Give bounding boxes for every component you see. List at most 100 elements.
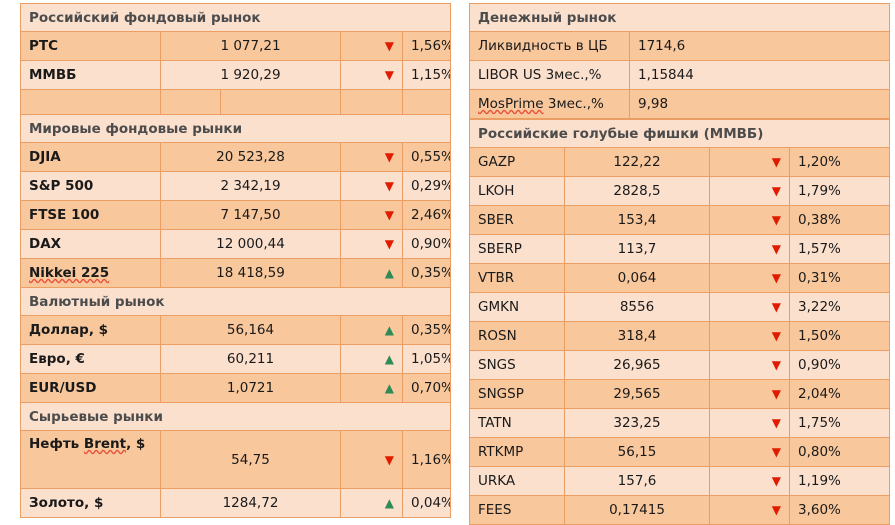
table-row[interactable]: FTSE 100 7 147,50 ▼ 2,46%: [20, 200, 452, 230]
row-label: Нефть Brent, $: [20, 430, 161, 489]
arrow-down-icon: ▼: [771, 184, 781, 198]
arrow-down-icon: ▼: [771, 358, 781, 372]
row-label: Доллар, $: [20, 315, 161, 345]
row-percent: 0,90%: [788, 350, 891, 380]
row-value: 7 147,50: [160, 200, 341, 230]
row-direction: ▼: [709, 408, 790, 438]
row-value: 29,565: [564, 379, 710, 409]
table-row[interactable]: Nikkei 225 18 418,59 ▲ 0,35%: [20, 258, 452, 288]
row-label: Золото, $: [20, 488, 161, 518]
table-row[interactable]: GMKN 8556 ▼ 3,22%: [469, 292, 891, 322]
table-row[interactable]: TATN 323,25 ▼ 1,75%: [469, 408, 891, 438]
arrow-down-icon: ▼: [771, 242, 781, 256]
section-title: Денежный рынок: [469, 3, 890, 32]
row-label: EUR/USD: [20, 373, 161, 403]
table-row[interactable]: URKA 157,6 ▼ 1,19%: [469, 466, 891, 496]
row-direction: ▼: [709, 263, 790, 293]
row-value: 0,17415: [564, 495, 710, 525]
row-label: URKA: [469, 466, 565, 496]
row-percent: 1,56%: [401, 31, 452, 61]
arrow-down-icon: ▼: [771, 387, 781, 401]
arrow-down-icon: ▼: [384, 68, 394, 82]
row-label: S&P 500: [20, 171, 161, 201]
row-label: LIBOR US 3мес.,%: [469, 60, 630, 90]
section-header-row: Валютный рынок: [19, 287, 452, 316]
row-direction: ▼: [709, 176, 790, 206]
table-row[interactable]: Ликвидность в ЦБ 1714,6: [469, 31, 890, 61]
row-percent: 1,19%: [788, 466, 891, 496]
row-value: 8556: [564, 292, 710, 322]
arrow-down-icon: ▼: [384, 39, 394, 53]
row-percent: 0,70%: [401, 373, 452, 403]
arrow-down-icon: ▼: [771, 329, 781, 343]
table-row[interactable]: LKOH 2828,5 ▼ 1,79%: [469, 176, 891, 206]
table-row[interactable]: SBERP 113,7 ▼ 1,57%: [469, 234, 891, 264]
row-percent: 1,75%: [788, 408, 891, 438]
row-percent: 3,22%: [788, 292, 891, 322]
row-direction: ▼: [340, 200, 403, 230]
row-direction: ▼: [709, 495, 790, 525]
table-row[interactable]: SNGS 26,965 ▼ 0,90%: [469, 350, 891, 380]
table-row[interactable]: Евро, €60,211 ▲ 1,05%: [20, 344, 452, 374]
misspelled-text: Nikkei 225: [29, 265, 110, 281]
table-row[interactable]: ММВБ 1 920,29 ▼ 1,15%: [20, 60, 452, 90]
right-panel: Денежный рынок Ликвидность в ЦБ 1714,6 LIBO…: [468, 3, 891, 525]
section-header-row: Мировые фондовые рынки: [19, 114, 452, 143]
arrow-up-icon: ▲: [384, 266, 394, 280]
row-value: 9,98: [629, 89, 890, 119]
table-row[interactable]: GAZP 122,22 ▼ 1,20%: [469, 147, 891, 177]
row-direction: ▼: [340, 60, 403, 90]
row-value: 157,6: [564, 466, 710, 496]
row-value: 1,0721: [160, 373, 341, 403]
section-header-row: Сырьевые рынки: [19, 402, 452, 431]
row-value: 1714,6: [629, 31, 890, 61]
arrow-down-icon: ▼: [384, 179, 394, 193]
row-percent: 0,55%: [401, 142, 452, 172]
row-value: 1284,72: [160, 488, 341, 518]
table-row[interactable]: SNGSP 29,565 ▼ 2,04%: [469, 379, 891, 409]
row-value: 12 000,44: [160, 229, 341, 259]
table-row[interactable]: VTBR 0,064 ▼ 0,31%: [469, 263, 891, 293]
arrow-down-icon: ▼: [771, 213, 781, 227]
table-row[interactable]: Доллар, $56,164 ▲ 0,35%: [20, 315, 452, 345]
table-row[interactable]: Нефть Brent, $54,75 ▼ 1,16%: [20, 430, 452, 489]
row-value: 113,7: [564, 234, 710, 264]
row-direction: ▼: [709, 234, 790, 264]
table-row[interactable]: EUR/USD 1,0721 ▲ 0,70%: [20, 373, 452, 403]
table-row[interactable]: DJIA 20 523,28 ▼ 0,55%: [20, 142, 452, 172]
row-label: FTSE 100: [20, 200, 161, 230]
row-value: 323,25: [564, 408, 710, 438]
row-label: GAZP: [469, 147, 565, 177]
spacer-row: [20, 89, 452, 115]
row-label: MosPrime 3мес.,%: [469, 89, 630, 119]
row-direction: ▲: [340, 373, 403, 403]
table-row[interactable]: ROSN 318,4 ▼ 1,50%: [469, 321, 891, 351]
arrow-down-icon: ▼: [771, 416, 781, 430]
row-direction: ▼: [340, 142, 403, 172]
row-percent: 0,35%: [401, 258, 452, 288]
row-value: 153,4: [564, 205, 710, 235]
table-row[interactable]: LIBOR US 3мес.,% 1,15844: [469, 60, 890, 90]
section-title: Российский фондовый рынок: [19, 3, 452, 32]
row-direction: ▼: [709, 147, 790, 177]
row-value: 2 342,19: [160, 171, 341, 201]
row-percent: 1,16%: [401, 430, 452, 489]
row-value: 1 920,29: [160, 60, 341, 90]
table-row[interactable]: Золото, $1284,72 ▲ 0,04%: [20, 488, 452, 518]
row-percent: 0,90%: [401, 229, 452, 259]
misspelled-text: MosPrime: [478, 96, 544, 112]
table-row[interactable]: РТС 1 077,21 ▼ 1,56%: [20, 31, 452, 61]
row-label: ROSN: [469, 321, 565, 351]
table-row[interactable]: MosPrime 3мес.,% 9,98: [469, 89, 890, 119]
section-header-row: Российский фондовый рынок: [19, 3, 452, 32]
table-row[interactable]: FEES 0,17415 ▼ 3,60%: [469, 495, 891, 525]
table-row[interactable]: SBER 153,4 ▼ 0,38%: [469, 205, 891, 235]
table-row[interactable]: DAX 12 000,44 ▼ 0,90%: [20, 229, 452, 259]
row-value: 56,15: [564, 437, 710, 467]
row-percent: 0,80%: [788, 437, 891, 467]
row-direction: ▼: [709, 321, 790, 351]
row-label: Евро, €: [20, 344, 161, 374]
blue-chips-table: Российские голубые фишки (ММВБ) GAZP 122,2…: [468, 119, 891, 525]
table-row[interactable]: S&P 500 2 342,19 ▼ 0,29%: [20, 171, 452, 201]
table-row[interactable]: RTKMP 56,15 ▼ 0,80%: [469, 437, 891, 467]
